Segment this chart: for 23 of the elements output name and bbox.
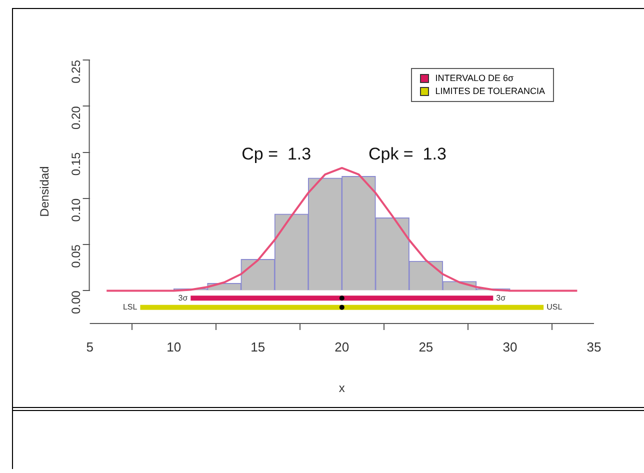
y-tick-label: 0.20 [69, 106, 84, 130]
legend-label: LIMITES DE TOLERANCIA [434, 85, 545, 98]
y-axis-title: Densidad [38, 166, 52, 217]
y-tick-label: 0.05 [69, 244, 84, 268]
annotation: 3σ [496, 293, 506, 302]
annotation: USL [546, 302, 563, 312]
x-tick-label: 25 [418, 339, 434, 354]
y-tick-label: 0.10 [69, 198, 84, 222]
y-tick-label: 0.15 [69, 152, 84, 176]
annotation: 3σ [178, 293, 188, 302]
annotation: Cpk = 1.3 [368, 144, 446, 164]
x-tick-label: 15 [250, 339, 266, 354]
x-tick-label: 5 [86, 339, 94, 354]
x-tick-label: 10 [166, 339, 182, 354]
x-tick-label: 30 [502, 339, 518, 354]
annotation: Cp = 1.3 [242, 144, 312, 164]
y-tick-label: 0.25 [69, 60, 84, 84]
x-axis-title: x [338, 381, 345, 396]
x-tick-label: 20 [334, 339, 350, 354]
y-tick-label: 0.00 [69, 290, 84, 314]
x-tick-label: 35 [586, 339, 602, 354]
annotation: LSL [122, 302, 138, 312]
legend-label: INTERVALO DE 6σ [434, 72, 515, 85]
